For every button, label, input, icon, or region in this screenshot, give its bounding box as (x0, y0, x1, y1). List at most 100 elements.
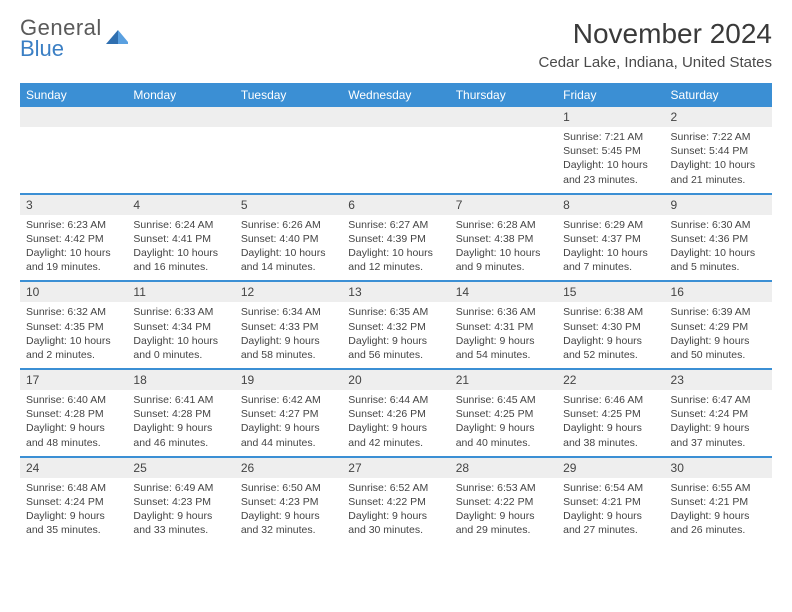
sunrise-text: Sunrise: 6:23 AM (26, 218, 121, 232)
day-detail-cell: Sunrise: 6:52 AMSunset: 4:22 PMDaylight:… (342, 478, 449, 544)
day-detail-cell (450, 127, 557, 194)
sunrise-text: Sunrise: 6:45 AM (456, 393, 551, 407)
daylight-text: Daylight: 9 hours and 46 minutes. (133, 421, 228, 449)
day-detail-cell: Sunrise: 6:26 AMSunset: 4:40 PMDaylight:… (235, 215, 342, 282)
sunrise-text: Sunrise: 6:44 AM (348, 393, 443, 407)
sunset-text: Sunset: 4:25 PM (456, 407, 551, 421)
day-detail-cell: Sunrise: 7:21 AMSunset: 5:45 PMDaylight:… (557, 127, 664, 194)
sunrise-text: Sunrise: 6:32 AM (26, 305, 121, 319)
daylight-text: Daylight: 10 hours and 5 minutes. (671, 246, 766, 274)
sunrise-text: Sunrise: 6:34 AM (241, 305, 336, 319)
day-number-cell: 19 (235, 369, 342, 390)
daylight-text: Daylight: 9 hours and 29 minutes. (456, 509, 551, 537)
day-detail-row: Sunrise: 6:40 AMSunset: 4:28 PMDaylight:… (20, 390, 772, 457)
day-detail-cell: Sunrise: 6:34 AMSunset: 4:33 PMDaylight:… (235, 302, 342, 369)
daylight-text: Daylight: 9 hours and 37 minutes. (671, 421, 766, 449)
sunrise-text: Sunrise: 6:42 AM (241, 393, 336, 407)
daylight-text: Daylight: 10 hours and 12 minutes. (348, 246, 443, 274)
day-number-cell: 23 (665, 369, 772, 390)
sunset-text: Sunset: 4:30 PM (563, 320, 658, 334)
day-detail-cell: Sunrise: 6:38 AMSunset: 4:30 PMDaylight:… (557, 302, 664, 369)
day-number-cell: 3 (20, 194, 127, 215)
sunrise-text: Sunrise: 6:52 AM (348, 481, 443, 495)
daylight-text: Daylight: 10 hours and 7 minutes. (563, 246, 658, 274)
day-number-cell: 28 (450, 457, 557, 478)
sunset-text: Sunset: 4:25 PM (563, 407, 658, 421)
day-detail-cell: Sunrise: 6:24 AMSunset: 4:41 PMDaylight:… (127, 215, 234, 282)
sunset-text: Sunset: 4:22 PM (348, 495, 443, 509)
daylight-text: Daylight: 9 hours and 33 minutes. (133, 509, 228, 537)
sunrise-text: Sunrise: 6:48 AM (26, 481, 121, 495)
sunrise-text: Sunrise: 6:28 AM (456, 218, 551, 232)
sunset-text: Sunset: 4:36 PM (671, 232, 766, 246)
daylight-text: Daylight: 9 hours and 42 minutes. (348, 421, 443, 449)
daylight-text: Daylight: 10 hours and 23 minutes. (563, 158, 658, 186)
sunset-text: Sunset: 4:34 PM (133, 320, 228, 334)
day-number-cell: 2 (665, 107, 772, 127)
day-detail-cell: Sunrise: 6:45 AMSunset: 4:25 PMDaylight:… (450, 390, 557, 457)
sunset-text: Sunset: 4:24 PM (671, 407, 766, 421)
sunset-text: Sunset: 4:21 PM (671, 495, 766, 509)
day-detail-cell: Sunrise: 6:53 AMSunset: 4:22 PMDaylight:… (450, 478, 557, 544)
day-number-cell: 29 (557, 457, 664, 478)
sunset-text: Sunset: 4:35 PM (26, 320, 121, 334)
day-number-cell: 1 (557, 107, 664, 127)
daylight-text: Daylight: 9 hours and 32 minutes. (241, 509, 336, 537)
sunrise-text: Sunrise: 6:46 AM (563, 393, 658, 407)
sunrise-text: Sunrise: 6:26 AM (241, 218, 336, 232)
weekday-header: Monday (127, 83, 234, 107)
day-detail-cell: Sunrise: 7:22 AMSunset: 5:44 PMDaylight:… (665, 127, 772, 194)
day-number-cell: 12 (235, 281, 342, 302)
weekday-header-row: Sunday Monday Tuesday Wednesday Thursday… (20, 83, 772, 107)
day-number-cell: 30 (665, 457, 772, 478)
sunrise-text: Sunrise: 7:22 AM (671, 130, 766, 144)
sunset-text: Sunset: 4:39 PM (348, 232, 443, 246)
day-number-cell: 6 (342, 194, 449, 215)
sunset-text: Sunset: 4:28 PM (133, 407, 228, 421)
sunset-text: Sunset: 4:27 PM (241, 407, 336, 421)
day-detail-cell: Sunrise: 6:32 AMSunset: 4:35 PMDaylight:… (20, 302, 127, 369)
sunrise-text: Sunrise: 6:29 AM (563, 218, 658, 232)
sunset-text: Sunset: 4:40 PM (241, 232, 336, 246)
sunset-text: Sunset: 4:41 PM (133, 232, 228, 246)
day-number-cell: 26 (235, 457, 342, 478)
daylight-text: Daylight: 9 hours and 44 minutes. (241, 421, 336, 449)
day-detail-cell: Sunrise: 6:40 AMSunset: 4:28 PMDaylight:… (20, 390, 127, 457)
sunrise-text: Sunrise: 7:21 AM (563, 130, 658, 144)
daylight-text: Daylight: 10 hours and 0 minutes. (133, 334, 228, 362)
weekday-header: Thursday (450, 83, 557, 107)
daylight-text: Daylight: 10 hours and 2 minutes. (26, 334, 121, 362)
day-detail-cell: Sunrise: 6:29 AMSunset: 4:37 PMDaylight:… (557, 215, 664, 282)
day-number-cell: 21 (450, 369, 557, 390)
daylight-text: Daylight: 10 hours and 19 minutes. (26, 246, 121, 274)
day-detail-cell: Sunrise: 6:23 AMSunset: 4:42 PMDaylight:… (20, 215, 127, 282)
day-detail-cell: Sunrise: 6:55 AMSunset: 4:21 PMDaylight:… (665, 478, 772, 544)
day-number-cell: 22 (557, 369, 664, 390)
sunrise-text: Sunrise: 6:50 AM (241, 481, 336, 495)
day-detail-cell (342, 127, 449, 194)
day-detail-row: Sunrise: 6:23 AMSunset: 4:42 PMDaylight:… (20, 215, 772, 282)
day-number-cell: 13 (342, 281, 449, 302)
day-detail-cell: Sunrise: 6:46 AMSunset: 4:25 PMDaylight:… (557, 390, 664, 457)
daylight-text: Daylight: 10 hours and 9 minutes. (456, 246, 551, 274)
day-number-row: 17181920212223 (20, 369, 772, 390)
day-number-cell: 17 (20, 369, 127, 390)
sunset-text: Sunset: 4:24 PM (26, 495, 121, 509)
sunrise-text: Sunrise: 6:24 AM (133, 218, 228, 232)
daylight-text: Daylight: 9 hours and 38 minutes. (563, 421, 658, 449)
day-detail-row: Sunrise: 6:32 AMSunset: 4:35 PMDaylight:… (20, 302, 772, 369)
daylight-text: Daylight: 10 hours and 16 minutes. (133, 246, 228, 274)
day-detail-cell: Sunrise: 6:44 AMSunset: 4:26 PMDaylight:… (342, 390, 449, 457)
day-number-cell: 20 (342, 369, 449, 390)
day-detail-cell: Sunrise: 6:50 AMSunset: 4:23 PMDaylight:… (235, 478, 342, 544)
sunset-text: Sunset: 4:31 PM (456, 320, 551, 334)
daylight-text: Daylight: 9 hours and 30 minutes. (348, 509, 443, 537)
sunset-text: Sunset: 4:33 PM (241, 320, 336, 334)
sunrise-text: Sunrise: 6:38 AM (563, 305, 658, 319)
sunset-text: Sunset: 4:23 PM (133, 495, 228, 509)
sunset-text: Sunset: 4:28 PM (26, 407, 121, 421)
brand-logo: General Blue (20, 18, 130, 60)
day-number-cell: 24 (20, 457, 127, 478)
sunrise-text: Sunrise: 6:36 AM (456, 305, 551, 319)
day-detail-cell: Sunrise: 6:36 AMSunset: 4:31 PMDaylight:… (450, 302, 557, 369)
